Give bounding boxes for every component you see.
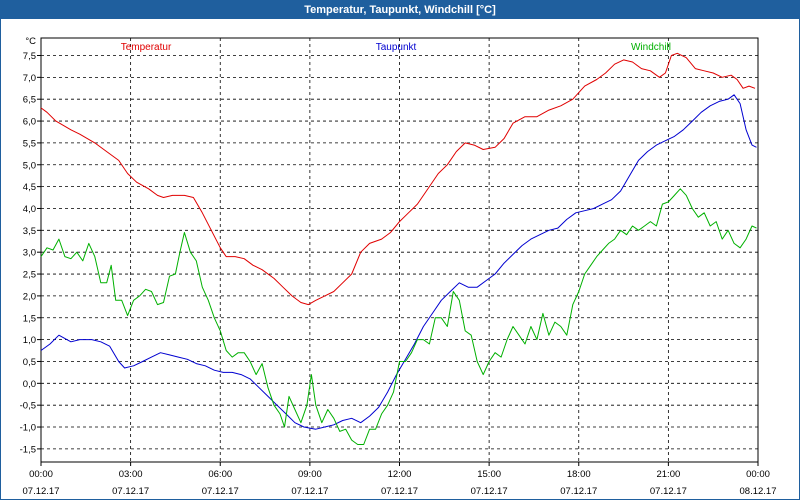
grid <box>41 38 758 462</box>
x-tick-time-label: 00:00 <box>29 469 53 480</box>
y-tick-label: -1,0 <box>20 423 36 434</box>
x-tick-date-label: 07.12.17 <box>291 486 328 497</box>
chart-title: Temperatur, Taupunkt, Windchill [°C] <box>304 4 496 16</box>
series-line-taupunkt <box>40 94 757 430</box>
y-tick-label: 6,0 <box>23 117 36 128</box>
axes: -1,5 -1,0 -0,5 0,0 0,5 1,0 1,5 2,0 2,5 3,0 3,5 4,0 4… <box>20 36 777 497</box>
x-tick-time-label: 12:00 <box>388 469 412 480</box>
y-axis-unit-label: °C <box>25 36 36 47</box>
y-tick-label: 1,5 <box>23 313 36 324</box>
y-tick-label: 3,5 <box>23 226 36 237</box>
y-tick-label: 4,0 <box>23 204 36 215</box>
series-group <box>40 52 757 445</box>
y-tick-label: 7,5 <box>23 51 36 62</box>
x-tick-date-label: 07.12.17 <box>112 486 149 497</box>
x-tick-date-label: 07.12.17 <box>560 486 597 497</box>
x-tick-time-label: 21:00 <box>656 469 680 480</box>
x-tick-time-label: 09:00 <box>298 469 322 480</box>
y-tick-label: 0,5 <box>23 357 36 368</box>
y-tick-label: 0,0 <box>23 379 36 390</box>
y-tick-label: 6,5 <box>23 95 36 106</box>
y-tick-label: 2,5 <box>23 270 36 281</box>
x-tick-date-label: 08.12.17 <box>740 486 777 497</box>
x-tick-date-label: 07.12.17 <box>202 486 239 497</box>
y-tick-label: 5,5 <box>23 138 36 149</box>
x-tick-date-label: 07.12.17 <box>471 486 508 497</box>
y-tick-label: 7,0 <box>23 73 36 84</box>
line-chart: -1,5 -1,0 -0,5 0,0 0,5 1,0 1,5 2,0 2,5 3,0 3,5 4,0 4… <box>20 36 777 497</box>
legend-entry-windchill: Windchill <box>631 42 671 53</box>
plot-frame <box>40 37 759 463</box>
y-tick-label: 1,0 <box>23 335 36 346</box>
legend-entry-taupunkt: Taupunkt <box>376 42 417 53</box>
y-tick-label: 3,0 <box>23 248 36 259</box>
y-tick-label: 5,0 <box>23 160 36 171</box>
y-tick-label: -1,5 <box>20 444 36 455</box>
x-tick-time-label: 06:00 <box>208 469 232 480</box>
y-tick-label: 4,5 <box>23 182 36 193</box>
x-tick-date-label: 07.12.17 <box>650 486 687 497</box>
series-line-windchill <box>40 188 757 445</box>
x-tick-time-label: 03:00 <box>119 469 143 480</box>
x-tick-date-label: 07.12.17 <box>381 486 418 497</box>
x-tick-time-label: 00:00 <box>746 469 770 480</box>
legend: Temperatur Taupunkt Windchill <box>121 42 671 53</box>
legend-entry-temperatur: Temperatur <box>121 42 172 53</box>
title-bar: Temperatur, Taupunkt, Windchill [°C] <box>1 1 799 19</box>
x-tick-time-label: 15:00 <box>477 469 501 480</box>
series-line-temperatur <box>40 52 756 306</box>
y-tick-label: 2,0 <box>23 291 36 302</box>
x-tick-date-label: 07.12.17 <box>23 486 60 497</box>
y-tick-label: -0,5 <box>20 401 36 412</box>
x-tick-time-label: 18:00 <box>567 469 591 480</box>
